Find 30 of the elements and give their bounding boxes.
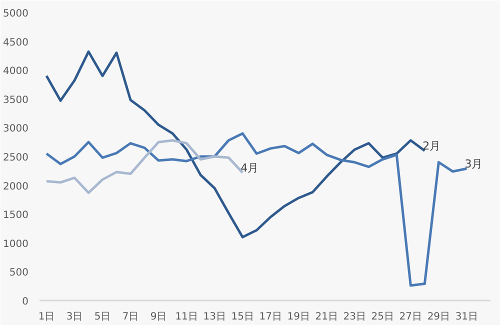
- x-tick-label: 31日: [455, 312, 478, 322]
- x-tick-label: 1日: [38, 312, 55, 322]
- x-tick-label: 27日: [399, 312, 422, 322]
- x-tick-label: 13日: [203, 312, 226, 322]
- x-tick-label: 5日: [94, 312, 111, 322]
- x-tick-label: 29日: [427, 312, 450, 322]
- y-tick-label: 3000: [3, 124, 29, 135]
- y-tick-label: 1500: [3, 210, 29, 222]
- x-tick-label: 11日: [175, 312, 198, 322]
- y-tick-label: 5000: [3, 8, 29, 20]
- x-tick-label: 23日: [343, 312, 366, 322]
- y-tick-label: 500: [9, 268, 29, 279]
- y-tick-label: 3500: [3, 94, 29, 106]
- y-tick-label: 1000: [3, 238, 29, 250]
- y-tick-label: 0: [22, 296, 29, 308]
- x-tick-label: 3日: [66, 312, 83, 322]
- x-tick-label: 21日: [315, 312, 338, 322]
- x-tick-label: 17日: [259, 312, 282, 322]
- x-tick-label: 25日: [371, 312, 394, 322]
- x-tick-label: 15日: [231, 312, 254, 322]
- y-tick-label: 2500: [3, 152, 29, 164]
- x-tick-label: 9日: [150, 312, 167, 322]
- y-tick-label: 2000: [3, 181, 29, 192]
- series-label: 4月: [240, 162, 259, 175]
- x-tick-label: 7日: [122, 312, 139, 322]
- x-tick-label: 19日: [287, 312, 310, 322]
- series-label: 3月: [464, 158, 483, 171]
- y-tick-label: 4500: [3, 37, 29, 48]
- y-tick-label: 4000: [3, 66, 29, 78]
- series-label: 2月: [422, 140, 441, 153]
